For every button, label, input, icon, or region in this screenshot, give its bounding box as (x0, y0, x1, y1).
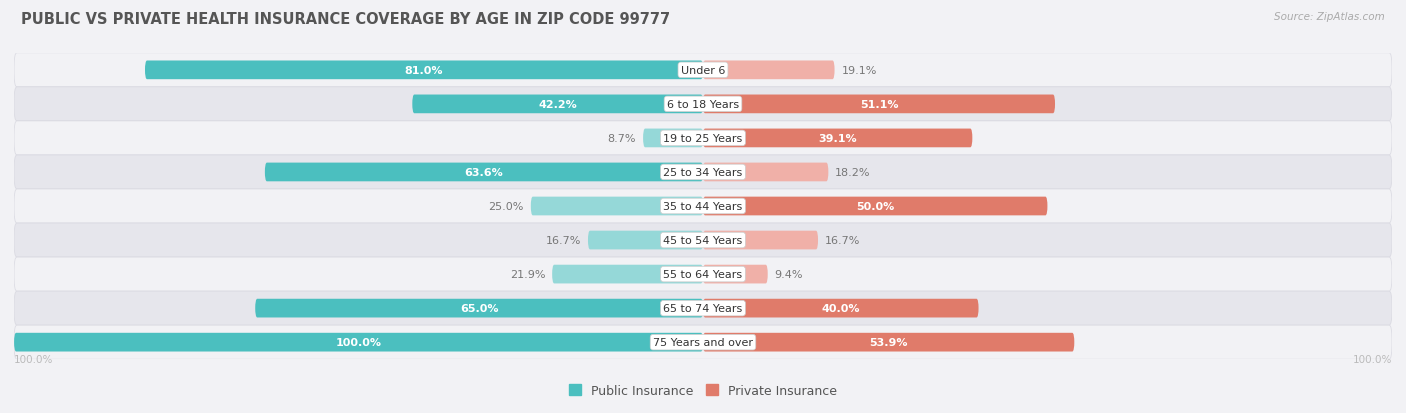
FancyBboxPatch shape (703, 265, 768, 284)
FancyBboxPatch shape (703, 163, 828, 182)
FancyBboxPatch shape (14, 190, 1392, 223)
Text: 55 to 64 Years: 55 to 64 Years (664, 269, 742, 280)
Text: 6 to 18 Years: 6 to 18 Years (666, 100, 740, 109)
FancyBboxPatch shape (588, 231, 703, 250)
Text: 35 to 44 Years: 35 to 44 Years (664, 202, 742, 211)
FancyBboxPatch shape (14, 325, 1392, 359)
Text: 42.2%: 42.2% (538, 100, 576, 109)
Text: 39.1%: 39.1% (818, 133, 858, 144)
Text: 53.9%: 53.9% (869, 337, 908, 347)
FancyBboxPatch shape (412, 95, 703, 114)
FancyBboxPatch shape (14, 257, 1392, 292)
FancyBboxPatch shape (703, 231, 818, 250)
FancyBboxPatch shape (264, 163, 703, 182)
Text: 21.9%: 21.9% (510, 269, 546, 280)
Text: PUBLIC VS PRIVATE HEALTH INSURANCE COVERAGE BY AGE IN ZIP CODE 99777: PUBLIC VS PRIVATE HEALTH INSURANCE COVER… (21, 12, 671, 27)
Text: 65 to 74 Years: 65 to 74 Years (664, 304, 742, 313)
Text: 75 Years and over: 75 Years and over (652, 337, 754, 347)
Text: 65.0%: 65.0% (460, 304, 498, 313)
Text: 8.7%: 8.7% (607, 133, 636, 144)
Text: 9.4%: 9.4% (775, 269, 803, 280)
Text: 63.6%: 63.6% (464, 168, 503, 178)
FancyBboxPatch shape (14, 88, 1392, 121)
Legend: Public Insurance, Private Insurance: Public Insurance, Private Insurance (564, 379, 842, 402)
FancyBboxPatch shape (14, 54, 1392, 88)
FancyBboxPatch shape (703, 61, 835, 80)
FancyBboxPatch shape (703, 299, 979, 318)
Text: 100.0%: 100.0% (1353, 354, 1392, 364)
Text: 25.0%: 25.0% (488, 202, 524, 211)
Text: 16.7%: 16.7% (825, 235, 860, 245)
FancyBboxPatch shape (703, 197, 1047, 216)
Text: 45 to 54 Years: 45 to 54 Years (664, 235, 742, 245)
FancyBboxPatch shape (145, 61, 703, 80)
Text: 50.0%: 50.0% (856, 202, 894, 211)
FancyBboxPatch shape (14, 156, 1392, 190)
FancyBboxPatch shape (14, 333, 703, 351)
Text: 18.2%: 18.2% (835, 168, 870, 178)
FancyBboxPatch shape (643, 129, 703, 148)
FancyBboxPatch shape (14, 223, 1392, 257)
FancyBboxPatch shape (254, 299, 703, 318)
Text: 25 to 34 Years: 25 to 34 Years (664, 168, 742, 178)
Text: 40.0%: 40.0% (821, 304, 860, 313)
Text: 51.1%: 51.1% (860, 100, 898, 109)
FancyBboxPatch shape (553, 265, 703, 284)
FancyBboxPatch shape (703, 333, 1074, 351)
FancyBboxPatch shape (531, 197, 703, 216)
FancyBboxPatch shape (703, 95, 1054, 114)
Text: 100.0%: 100.0% (14, 354, 53, 364)
Text: Under 6: Under 6 (681, 66, 725, 76)
Text: 100.0%: 100.0% (336, 337, 381, 347)
Text: 19.1%: 19.1% (841, 66, 877, 76)
Text: 16.7%: 16.7% (546, 235, 581, 245)
Text: 19 to 25 Years: 19 to 25 Years (664, 133, 742, 144)
FancyBboxPatch shape (14, 121, 1392, 156)
FancyBboxPatch shape (703, 129, 973, 148)
Text: 81.0%: 81.0% (405, 66, 443, 76)
FancyBboxPatch shape (14, 292, 1392, 325)
Text: Source: ZipAtlas.com: Source: ZipAtlas.com (1274, 12, 1385, 22)
